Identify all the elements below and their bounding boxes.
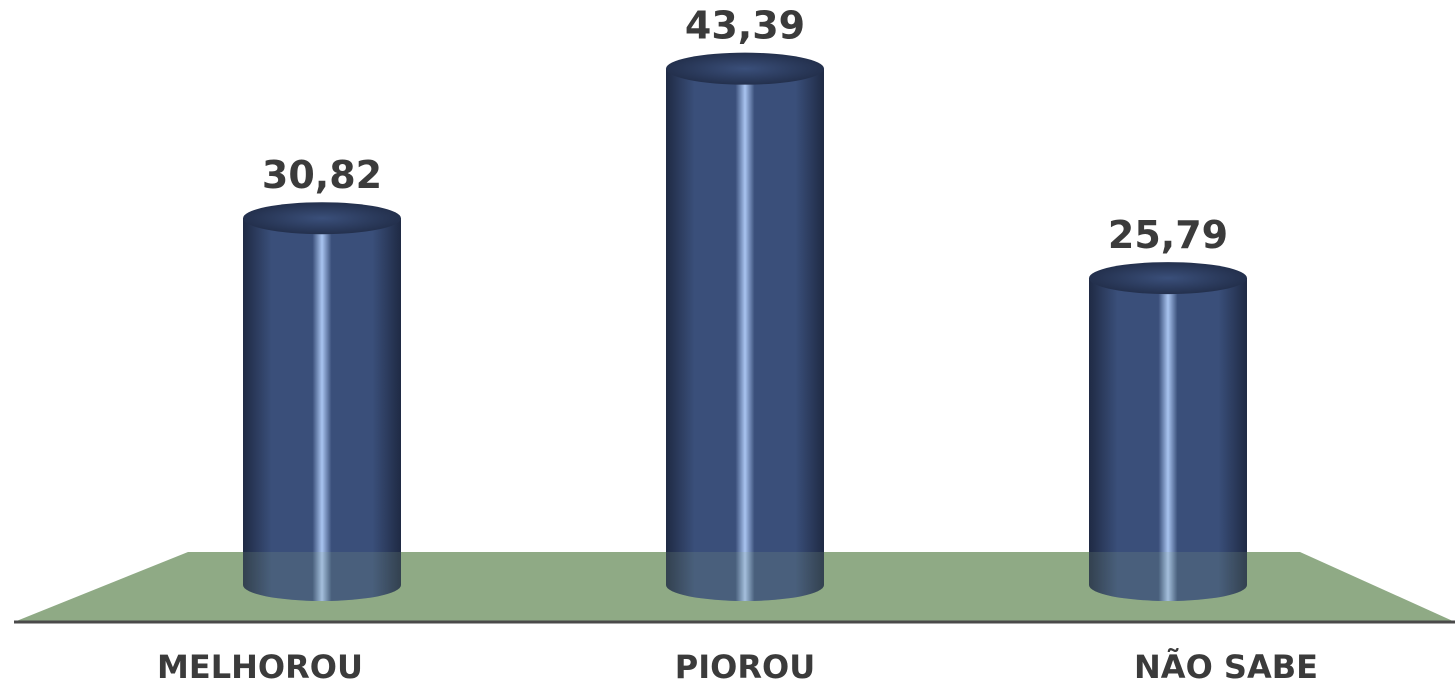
bar-body (666, 68, 824, 601)
bar-piorou (666, 52, 824, 601)
bar-floor-tint (243, 552, 401, 601)
bar-body (1089, 278, 1247, 601)
category-label: MELHOROU (157, 648, 363, 680)
bar-floor-tint (1089, 552, 1247, 601)
bar-body (243, 218, 401, 601)
bar-top (1089, 262, 1247, 295)
bar-top (666, 52, 824, 85)
category-label: PIOROU (675, 648, 815, 680)
bar-floor-tint (666, 552, 824, 601)
bar-top (243, 202, 401, 235)
category-label: NÃO SABE (1134, 648, 1318, 680)
bar-n-o-sabe (1089, 262, 1247, 601)
data-label: 25,79 (1108, 213, 1228, 257)
data-label: 30,82 (262, 153, 382, 197)
labels-group: 30,82 MELHOROU 43,39 PIOROU 25,79 NÃO SABE (157, 4, 1318, 680)
bar-melhorou (243, 202, 401, 601)
data-label: 43,39 (685, 4, 805, 48)
bars-group (243, 52, 1247, 601)
